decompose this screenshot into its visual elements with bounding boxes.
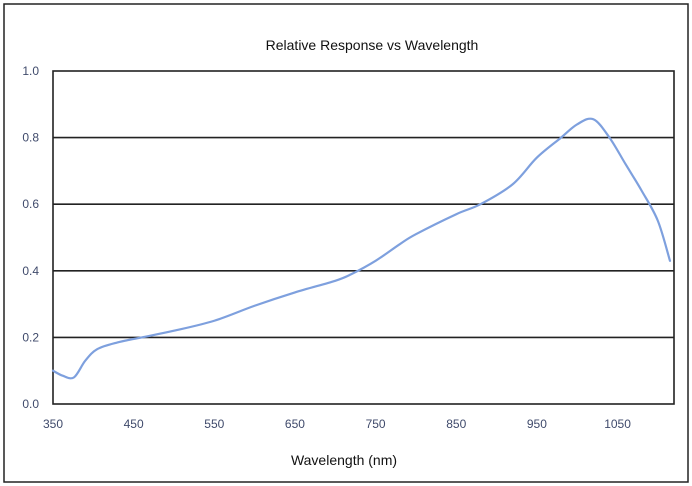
- x-axis-title: Wavelength (nm): [291, 452, 397, 468]
- y-tick-label: 0.6: [22, 197, 39, 211]
- y-tick-label: 0.2: [22, 330, 39, 344]
- x-tick-label: 950: [527, 417, 547, 431]
- x-tick-label: 550: [204, 417, 224, 431]
- x-tick-label: 1050: [604, 417, 631, 431]
- chart-title: Relative Response vs Wavelength: [266, 37, 479, 53]
- x-tick-label: 750: [366, 417, 386, 431]
- x-tick-labels: 350 450 550 650 750 850 950 1050: [43, 417, 631, 431]
- x-tick-label: 650: [285, 417, 305, 431]
- y-tick-label: 1.0: [22, 64, 39, 78]
- x-tick-label: 350: [43, 417, 63, 431]
- grid-lines: [53, 136, 674, 339]
- plot-area-frame: [52, 70, 675, 405]
- y-tick-label: 0.8: [22, 131, 39, 145]
- y-tick-label: 0.4: [22, 264, 39, 278]
- y-tick-label: 0.0: [22, 397, 39, 411]
- series-line: [51, 117, 672, 380]
- x-tick-label: 450: [124, 417, 144, 431]
- x-tick-label: 850: [446, 417, 466, 431]
- y-tick-labels: 0.0 0.2 0.4 0.6 0.8 1.0: [22, 64, 39, 411]
- outer-frame: [3, 3, 689, 483]
